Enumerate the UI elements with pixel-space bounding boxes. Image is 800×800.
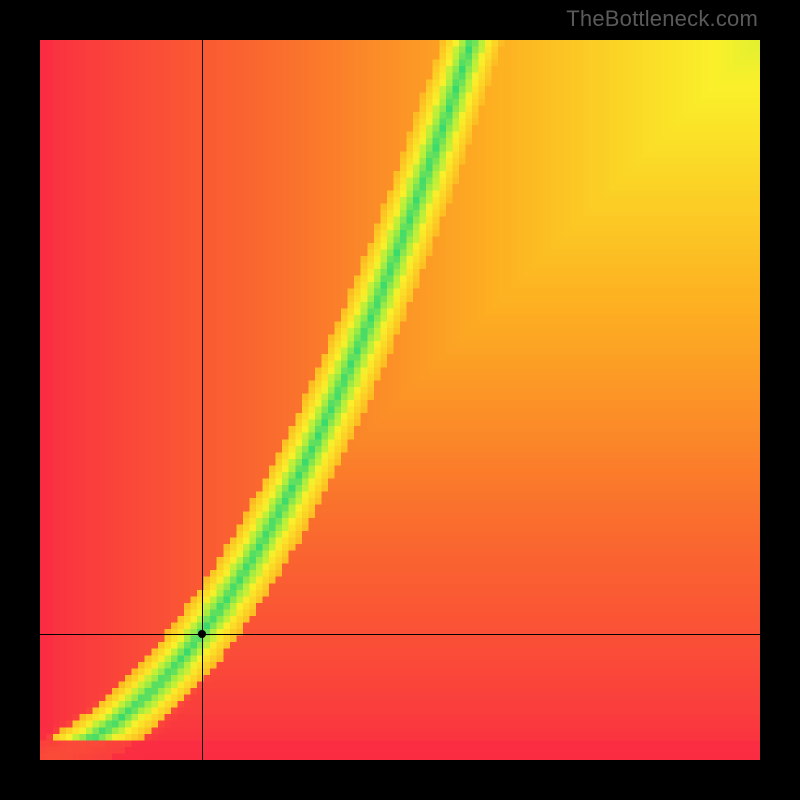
watermark-text: TheBottleneck.com	[566, 6, 758, 32]
bottleneck-heatmap	[40, 40, 760, 760]
crosshair-horizontal	[40, 634, 760, 635]
heatmap-canvas	[40, 40, 760, 760]
crosshair-vertical	[202, 40, 203, 760]
cursor-point	[198, 630, 206, 638]
